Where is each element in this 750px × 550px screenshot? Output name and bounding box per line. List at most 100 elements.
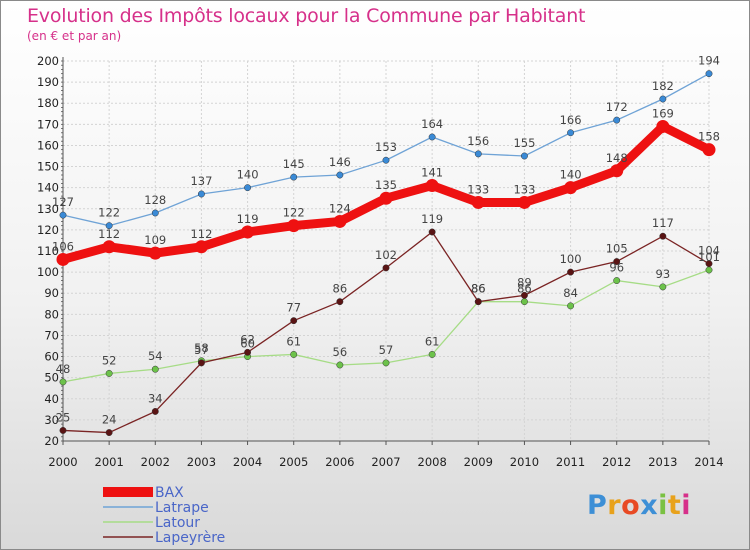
data-label-bax: 112 [98,227,120,241]
data-point-latour [336,361,344,369]
data-label-latour: 56 [333,345,348,359]
data-point-latrape [151,209,159,217]
y-tick-label: 180 [37,96,59,110]
data-label-lapeyrere: 86 [333,282,348,296]
y-tick-label: 30 [44,413,59,427]
data-point-bax [564,181,578,195]
data-label-latour: 101 [698,250,720,264]
x-tick-label: 2005 [279,455,308,469]
data-point-bax [56,252,70,266]
data-point-bax [194,240,208,254]
data-label-lapeyrere: 57 [194,343,209,357]
data-label-bax: 112 [190,227,212,241]
legend-label-latrape: Latrape [155,500,209,516]
data-point-latrape [520,152,528,160]
y-tick-label: 70 [44,328,59,342]
axes: 20 30 40 50 60 70 80 90 100 110 120 130 140 150 160 170… [37,54,724,469]
legend-label-lapeyrere: Lapeyrère [155,530,225,546]
data-point-latrape [382,156,390,164]
data-label-lapeyrere: 62 [240,332,255,346]
data-label-lapeyrere: 100 [560,252,582,266]
data-point-bax [379,191,393,205]
data-point-lapeyrere [244,348,252,356]
y-tick-label: 100 [37,265,59,279]
series-bax [56,119,716,266]
data-label-lapeyrere: 119 [421,212,443,226]
data-label-latour: 96 [609,261,624,275]
data-label-latrape: 153 [375,140,397,154]
data-point-lapeyrere [520,291,528,299]
data-point-lapeyrere [613,258,621,266]
y-tick-label: 60 [44,350,59,364]
data-label-latrape: 137 [190,174,212,188]
data-label-latrape: 166 [560,113,582,127]
x-tick-label: 2006 [325,455,354,469]
data-label-latour: 84 [563,286,578,300]
data-label-bax: 158 [698,130,720,144]
data-label-lapeyrere: 25 [56,410,71,424]
x-tick-label: 2009 [464,455,493,469]
y-tick-label: 190 [37,75,59,89]
series-latrape [59,70,713,230]
data-point-latour [105,369,113,377]
chart-title: Evolution des Impôts locaux pour la Comm… [27,5,586,27]
x-tick-label: 2000 [48,455,77,469]
legend-label-latour: Latour [155,515,200,531]
data-point-bax [517,195,531,209]
data-label-latour: 61 [425,334,440,348]
y-tick-label: 80 [44,307,59,321]
data-label-bax: 109 [144,233,166,247]
data-point-lapeyrere [382,264,390,272]
y-tick-label: 20 [44,434,59,448]
data-point-latrape [244,184,252,192]
logo-letter: P [587,490,608,521]
data-label-latrape: 164 [421,117,443,131]
data-label-latour: 61 [286,334,301,348]
data-point-bax [471,195,485,209]
data-point-lapeyrere [567,268,575,276]
data-point-bax [333,214,347,228]
data-label-lapeyrere: 34 [148,391,163,405]
data-point-latour [659,283,667,291]
data-point-latour [567,302,575,310]
logo-letter: t [667,490,682,521]
data-point-latour [613,277,621,285]
data-point-bax [610,164,624,178]
data-point-latrape [567,129,575,137]
data-point-lapeyrere [474,298,482,306]
data-point-latour [705,266,713,274]
data-label-latour: 86 [517,282,532,296]
x-tick-label: 2011 [556,455,585,469]
data-label-lapeyrere: 104 [698,244,720,258]
data-point-latrape [197,190,205,198]
data-point-lapeyrere [659,232,667,240]
data-label-latour: 86 [471,282,486,296]
data-label-latour: 48 [56,362,71,376]
y-tick-label: 160 [37,138,59,152]
y-tick-label: 110 [37,244,59,258]
data-point-latrape [336,171,344,179]
data-point-bax [425,179,439,193]
data-label-latour: 58 [194,341,209,355]
series-lapeyrere [59,228,713,437]
data-label-latrape: 145 [283,157,305,171]
x-tick-label: 2012 [602,455,631,469]
legend-label-bax: BAX [155,485,184,501]
logo-letter: i [681,490,692,521]
data-point-lapeyrere [197,359,205,367]
data-label-bax: 119 [237,212,259,226]
y-tick-label: 50 [44,371,59,385]
data-label-bax: 169 [652,106,674,120]
data-point-bax [102,240,116,254]
data-point-latrape [428,133,436,141]
data-label-latrape: 156 [467,134,489,148]
data-label-latour: 60 [240,337,255,351]
data-point-lapeyrere [105,429,113,437]
data-label-lapeyrere: 24 [102,413,117,427]
data-label-latour: 57 [379,343,394,357]
y-tick-label: 90 [44,286,59,300]
x-tick-label: 2004 [233,455,262,469]
logo-letter: r [607,490,622,521]
data-label-bax: 133 [467,182,489,196]
y-tick-label: 120 [37,223,59,237]
